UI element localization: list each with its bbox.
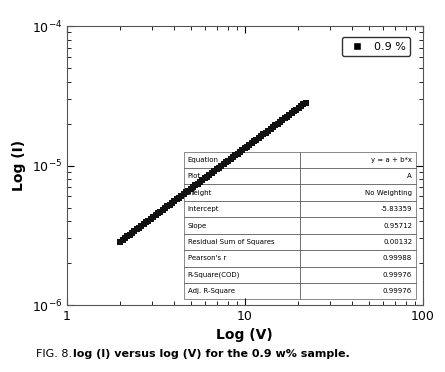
- Point: [175, 195, 182, 201]
- Point: [173, 196, 180, 202]
- Point: [260, 131, 267, 137]
- Point: [154, 211, 162, 217]
- Point: [232, 153, 239, 158]
- Point: [133, 226, 140, 232]
- Point: [210, 168, 218, 174]
- Point: [271, 122, 279, 128]
- Point: [206, 172, 213, 178]
- Point: [222, 160, 230, 166]
- Point: [258, 133, 265, 139]
- Point: [185, 187, 192, 193]
- Point: [281, 115, 288, 121]
- Point: [117, 239, 124, 245]
- Point: [129, 230, 136, 236]
- Point: [159, 207, 166, 213]
- Point: [140, 221, 147, 227]
- Point: [230, 154, 237, 160]
- Point: [265, 128, 272, 134]
- Point: [157, 209, 164, 215]
- Point: [124, 233, 131, 239]
- Point: [138, 223, 145, 229]
- Point: [234, 151, 241, 157]
- Point: [168, 200, 175, 206]
- Point: [192, 182, 199, 188]
- Point: [218, 163, 225, 169]
- Point: [302, 100, 309, 106]
- Point: [166, 202, 173, 208]
- Point: [182, 189, 190, 195]
- Point: [276, 119, 283, 125]
- Point: [220, 161, 227, 167]
- Point: [241, 145, 248, 151]
- Point: [164, 203, 171, 209]
- X-axis label: Log (V): Log (V): [216, 328, 273, 343]
- Legend: 0.9 %: 0.9 %: [341, 37, 410, 56]
- Point: [190, 184, 197, 190]
- Point: [243, 144, 251, 150]
- Point: [239, 147, 246, 153]
- Point: [152, 212, 159, 218]
- Point: [255, 135, 263, 141]
- Point: [283, 114, 291, 120]
- Point: [119, 237, 126, 243]
- Point: [150, 214, 157, 220]
- Point: [136, 225, 143, 231]
- Point: [121, 235, 129, 241]
- Point: [274, 121, 281, 127]
- Point: [297, 103, 304, 109]
- Point: [248, 140, 255, 146]
- Point: [269, 124, 276, 130]
- Point: [225, 158, 232, 164]
- Point: [251, 138, 258, 144]
- Point: [288, 110, 295, 116]
- Point: [215, 165, 222, 171]
- Point: [213, 167, 220, 173]
- Point: [246, 142, 253, 148]
- Text: FIG. 8.: FIG. 8.: [36, 349, 75, 359]
- Point: [145, 218, 152, 224]
- Point: [171, 198, 178, 204]
- Point: [236, 149, 243, 155]
- Point: [131, 228, 138, 234]
- Point: [293, 107, 300, 113]
- Point: [162, 205, 169, 211]
- Point: [199, 177, 206, 183]
- Point: [201, 175, 208, 181]
- Point: [267, 126, 274, 132]
- Point: [227, 156, 234, 162]
- Y-axis label: Log (I): Log (I): [12, 140, 26, 191]
- Point: [197, 179, 204, 185]
- Point: [262, 129, 269, 135]
- Point: [300, 102, 307, 108]
- Point: [291, 108, 298, 114]
- Point: [208, 170, 215, 176]
- Point: [126, 232, 134, 238]
- Point: [187, 186, 194, 192]
- Point: [286, 112, 293, 118]
- Point: [295, 105, 302, 111]
- Point: [204, 173, 211, 179]
- Point: [279, 117, 286, 123]
- Point: [178, 193, 185, 199]
- Point: [253, 137, 260, 142]
- Point: [147, 216, 154, 222]
- Text: log (I) versus log (V) for the 0.9 w% sample.: log (I) versus log (V) for the 0.9 w% sa…: [73, 349, 350, 359]
- Point: [180, 191, 187, 197]
- Point: [194, 180, 201, 186]
- Point: [142, 219, 150, 225]
